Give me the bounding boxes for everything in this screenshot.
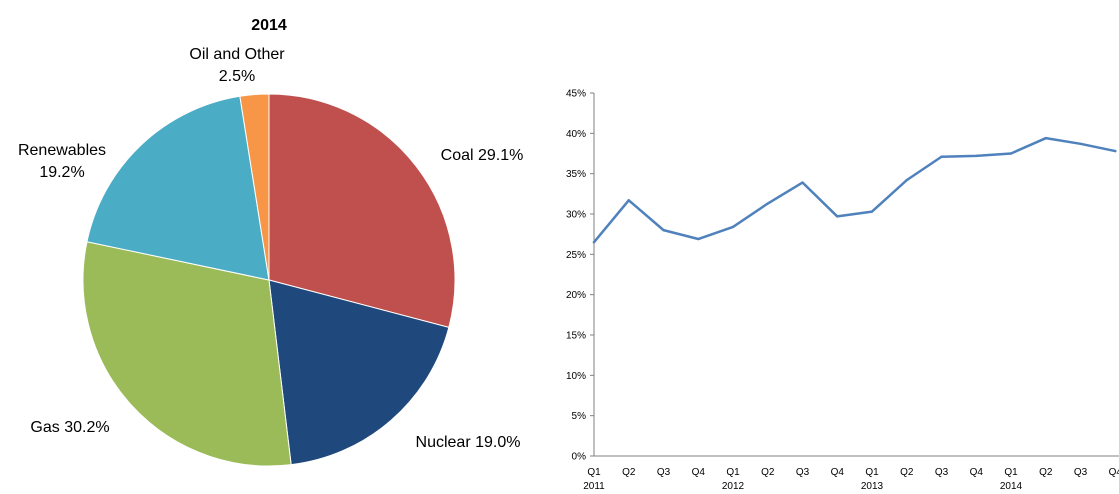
line-point	[1114, 149, 1117, 153]
x-tick-label: Q3	[657, 467, 671, 478]
pie-label-coal: Coal 29.1%	[441, 147, 524, 164]
line-chart: 0% 5% 10% 15% 20% 25% 30% 35% 40% 45% Q1 Q2 Q3 Q4 Q1 Q…	[566, 89, 1119, 492]
line-point	[662, 228, 665, 232]
x-tick-label: Q1	[726, 467, 740, 478]
line-point	[905, 178, 908, 182]
x-tick-label: Q3	[796, 467, 810, 478]
pie-label-nuclear: Nuclear 19.0%	[416, 434, 521, 451]
line-point	[1009, 152, 1013, 155]
pie-value-oil-and-other: 2.5%	[219, 68, 255, 85]
y-tick-label: 25%	[566, 250, 586, 261]
pie-slice-coal	[268, 93, 456, 329]
x-tick-label: Q2	[900, 467, 914, 478]
pie-slice-gas	[82, 241, 292, 467]
line-point	[592, 241, 596, 244]
y-tick-label: 40%	[566, 129, 586, 140]
line-point	[627, 199, 630, 202]
line-point	[836, 215, 839, 218]
y-tick-label: 10%	[566, 371, 586, 382]
x-tick-label: Q2	[1039, 467, 1053, 478]
y-tick-label: 45%	[566, 89, 586, 100]
x-tick-label: Q2	[761, 467, 775, 478]
pie-label-oil-and-other: Oil and Other	[189, 46, 285, 63]
y-tick-label: 30%	[566, 210, 586, 221]
x-year-label: 2011	[583, 481, 605, 492]
pie-label-renewables: Renewables	[18, 142, 106, 159]
line-point	[1044, 136, 1047, 140]
x-tick-label: Q3	[1074, 467, 1088, 478]
line-point	[975, 154, 978, 158]
y-tick-label: 0%	[572, 452, 587, 463]
pie-label-gas: Gas 30.2%	[30, 419, 109, 436]
line-point	[697, 237, 700, 241]
x-tick-label: Q1	[1004, 467, 1018, 478]
x-year-label: 2012	[722, 481, 745, 492]
x-tick-label: Q4	[970, 467, 984, 478]
y-tick-label: 5%	[572, 411, 587, 422]
y-tick-label: 35%	[566, 169, 586, 180]
pie-value-renewables: 19.2%	[39, 164, 84, 181]
y-tick-label: 20%	[566, 290, 586, 301]
x-tick-label: Q4	[1109, 467, 1119, 478]
x-tick-label: Q3	[935, 467, 949, 478]
line-point	[1079, 142, 1082, 146]
x-tick-label: Q1	[865, 467, 879, 478]
pie-title: 2014	[251, 17, 287, 34]
line-point	[940, 155, 943, 158]
x-tick-label: Q4	[831, 467, 845, 478]
x-tick-label: Q1	[587, 467, 601, 478]
pie-slice-renewables	[86, 95, 270, 281]
y-tick-label: 15%	[566, 331, 586, 342]
x-tick-label: Q2	[622, 467, 636, 478]
x-tick-label: Q4	[692, 467, 706, 478]
line-point	[766, 202, 769, 205]
x-year-label: 2014	[1000, 481, 1023, 492]
line-point	[731, 225, 735, 229]
line-series-0	[592, 136, 1117, 244]
pie-slice-nuclear	[268, 279, 450, 466]
line-point	[870, 210, 874, 213]
pie-slice-oil-and-other	[239, 93, 270, 281]
pie-chart: 2014 Coal 29.1% Nuclear 19.0% Gas 30.2% Ren…	[18, 17, 524, 467]
line-point	[801, 181, 804, 184]
x-year-label: 2013	[861, 481, 884, 492]
